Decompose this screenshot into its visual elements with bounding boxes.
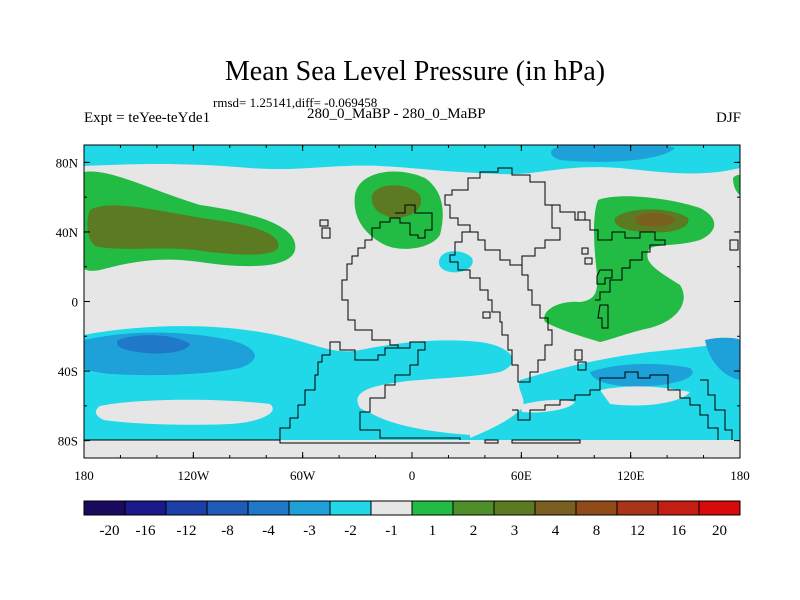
y-tick-label: 0 bbox=[72, 295, 79, 310]
colorbar-label: -16 bbox=[136, 523, 156, 539]
subtitle: 280_0_MaBP - 280_0_MaBP bbox=[307, 106, 486, 122]
small-islands bbox=[319, 211, 739, 371]
colorbar-label: 1 bbox=[429, 523, 437, 539]
colorbar-box bbox=[165, 500, 208, 516]
colorbar-labels: -20 -16 -12 -8 -4 -3 -2 -1 1 2 3 4 8 12 16 20 bbox=[100, 523, 728, 539]
colorbar-box bbox=[534, 500, 577, 516]
y-tick-label: 40N bbox=[56, 225, 79, 240]
australia-south bbox=[512, 377, 612, 421]
south-neutral-4 bbox=[600, 386, 690, 406]
stats-text: rmsd= 1.25141,diff= -0.069458 bbox=[213, 95, 378, 110]
colorbar-label: 16 bbox=[671, 523, 687, 539]
atlantic-positive-core bbox=[371, 185, 422, 218]
colorbar-boxes bbox=[83, 500, 741, 516]
antarctica-outline bbox=[84, 420, 581, 444]
new-zealand-outline bbox=[700, 379, 733, 440]
colorbar-label: -4 bbox=[262, 523, 275, 539]
colorbar-label: 3 bbox=[511, 523, 519, 539]
y-tick-label: 80N bbox=[56, 155, 79, 170]
south-america-east bbox=[359, 341, 426, 420]
experiment-label: Expt = teYee-teYde1 bbox=[84, 110, 211, 126]
east-edge-positive bbox=[733, 174, 740, 196]
colorbar-box bbox=[83, 500, 126, 516]
colorbar-label: 20 bbox=[712, 523, 727, 539]
x-tick-label: 180 bbox=[74, 468, 94, 483]
north-negative-core bbox=[551, 145, 675, 162]
colorbar-box bbox=[247, 500, 290, 516]
x-tick-label: 180 bbox=[730, 468, 750, 483]
colorbar-label: -12 bbox=[177, 523, 197, 539]
colorbar-box bbox=[370, 500, 413, 516]
chart-title: Mean Sea Level Pressure (in hPa) bbox=[224, 56, 606, 87]
x-tick-label: 60W bbox=[290, 468, 316, 483]
africa-outline bbox=[449, 231, 553, 383]
colorbar-box bbox=[698, 500, 741, 516]
colorbar-label: 2 bbox=[470, 523, 478, 539]
colorbar-box bbox=[452, 500, 495, 516]
colorbar-label: 4 bbox=[552, 523, 560, 539]
colorbar-box bbox=[288, 500, 331, 516]
south-neutral-1 bbox=[95, 399, 273, 425]
colorbar-box bbox=[206, 500, 249, 516]
contour-field bbox=[84, 145, 740, 458]
axis-tick-labels: 180 120W 60W 0 60E 120E 180 80N 40N 0 40S 80S bbox=[56, 155, 750, 483]
pacific-positive-core bbox=[87, 205, 279, 255]
south-negative-core bbox=[116, 335, 190, 354]
south-negative-mid-edge bbox=[705, 337, 740, 380]
x-tick-label: 0 bbox=[409, 468, 416, 483]
colorbar-box bbox=[124, 500, 167, 516]
x-tick-label: 120W bbox=[177, 468, 210, 483]
colorbar-box bbox=[616, 500, 659, 516]
coastlines bbox=[84, 167, 739, 444]
south-negative-mid-east bbox=[590, 363, 693, 387]
axis-ticks bbox=[83, 145, 741, 458]
americas-outline bbox=[279, 204, 433, 440]
antarctic-neutral bbox=[84, 440, 740, 458]
colorbar-box bbox=[329, 500, 372, 516]
south-neutral-3 bbox=[520, 399, 575, 413]
colorbar-label: -3 bbox=[303, 523, 316, 539]
y-tick-label: 40S bbox=[58, 364, 78, 379]
southeast-asia-outline bbox=[584, 257, 613, 329]
colorbar-box bbox=[411, 500, 454, 516]
colorbar-box bbox=[575, 500, 618, 516]
asia-positive bbox=[544, 196, 715, 342]
colorbar-box bbox=[493, 500, 536, 516]
x-tick-label: 60E bbox=[511, 468, 532, 483]
colorbar-label: -1 bbox=[385, 523, 398, 539]
x-tick-label: 120E bbox=[617, 468, 645, 483]
season-label: DJF bbox=[715, 110, 741, 126]
colorbar-label: -8 bbox=[221, 523, 234, 539]
europe-africa-outline bbox=[444, 167, 561, 266]
colorbar-label: -2 bbox=[344, 523, 357, 539]
colorbar-label: 12 bbox=[630, 523, 645, 539]
colorbar-label: -20 bbox=[100, 523, 120, 539]
y-tick-label: 80S bbox=[58, 434, 78, 449]
south-neutral-2 bbox=[360, 397, 470, 435]
asia-positive-peak bbox=[635, 212, 676, 227]
colorbar-label: 8 bbox=[593, 523, 601, 539]
colorbar-box bbox=[657, 500, 700, 516]
asia-outline bbox=[545, 204, 666, 301]
australia-outline bbox=[612, 371, 719, 440]
